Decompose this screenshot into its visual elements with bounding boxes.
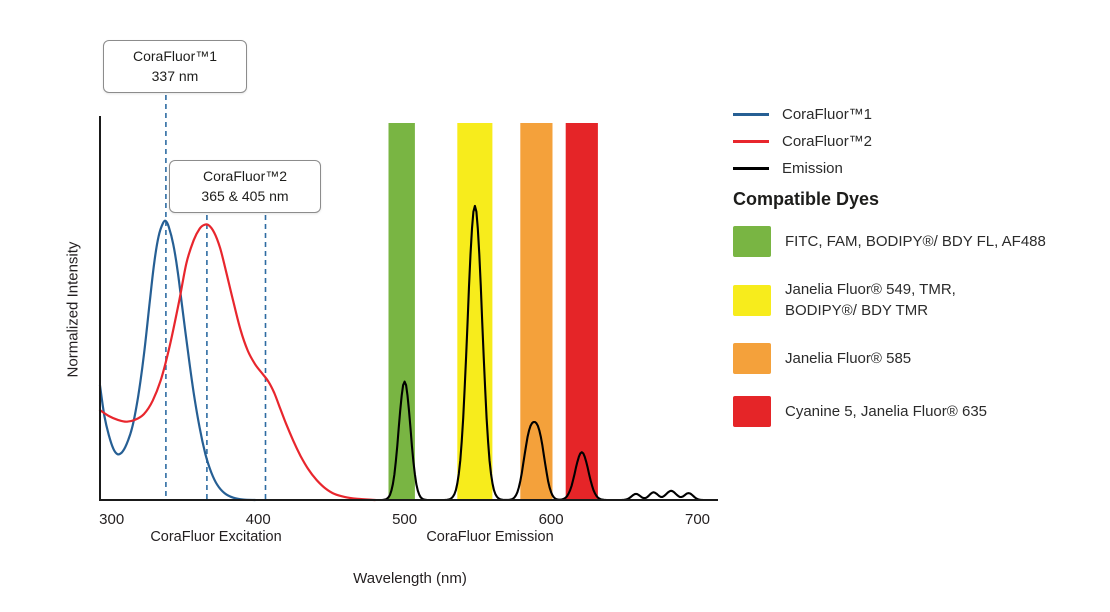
dye-item-label: Janelia Fluor® 585 [785,350,912,367]
dye-item: Janelia Fluor® 549, TMR, BODIPY®/ BDY TM… [733,279,1105,321]
callout-value: 337 nm [151,68,199,85]
legend-item-label: Emission [782,160,843,177]
callout-corafluor2: CoraFluor™2 365 & 405 nm [169,160,321,213]
dye-item: Cyanine 5, Janelia Fluor® 635 [733,396,1105,427]
excitation-section-label: CoraFluor Excitation [150,529,282,545]
x-tick-label: 300 [99,511,124,528]
dye-item-label: Cyanine 5, Janelia Fluor® 635 [785,403,988,420]
x-tick-label: 600 [539,511,564,528]
axes [99,116,718,501]
dye-item-label: FITC, FAM, BODIPY®/ BDY FL, AF488 [785,233,1046,250]
excitation-curve-1 [98,219,257,502]
legend-item: Emission [733,160,1105,177]
dye-item: Janelia Fluor® 585 [733,343,1105,374]
dye-color-swatch [733,284,771,316]
legend-line-swatch [733,140,769,143]
dye-color-swatch [733,226,771,257]
chart-legend: CoraFluor™1 CoraFluor™2 Emission [733,106,1105,177]
right-panel: CoraFluor™1 CoraFluor™2 Emission Compati… [733,106,1105,449]
dye-color-swatch [733,343,771,374]
legend-item: CoraFluor™2 [733,133,1105,150]
dye-item-label: Janelia Fluor® 549, TMR, BODIPY®/ BDY TM… [785,281,956,319]
callout-title: CoraFluor™1 [132,48,218,64]
legend-item-label: CoraFluor™1 [782,106,873,123]
callout-corafluor1: CoraFluor™1 337 nm [103,40,247,93]
x-tick-label: 700 [685,511,710,528]
callout-value: 365 & 405 nm [201,188,289,205]
callout-title: CoraFluor™2 [202,168,288,184]
emission-section-label: CoraFluor Emission [426,529,554,545]
x-tick-label: 500 [392,511,417,528]
x-tick-label: 400 [246,511,271,528]
excitation-curve-2 [98,223,377,502]
emission-curve [346,204,707,502]
x-axis-label: Wavelength (nm) [353,570,467,587]
dye-color-swatch [733,396,771,427]
band-red [565,123,598,500]
y-axis-label: Normalized Intensity [64,241,82,378]
legend-item-label: CoraFluor™2 [782,133,873,150]
band-orange [520,123,553,500]
band-yellow [457,123,493,500]
legend-item: CoraFluor™1 [733,106,1105,123]
legend-line-swatch [733,113,769,116]
dye-item: FITC, FAM, BODIPY®/ BDY FL, AF488 [733,226,1105,257]
legend-line-swatch [733,167,769,170]
compatible-dyes-heading: Compatible Dyes [733,189,880,209]
compatible-dyes-list: FITC, FAM, BODIPY®/ BDY FL, AF488 Janeli… [733,226,1105,427]
